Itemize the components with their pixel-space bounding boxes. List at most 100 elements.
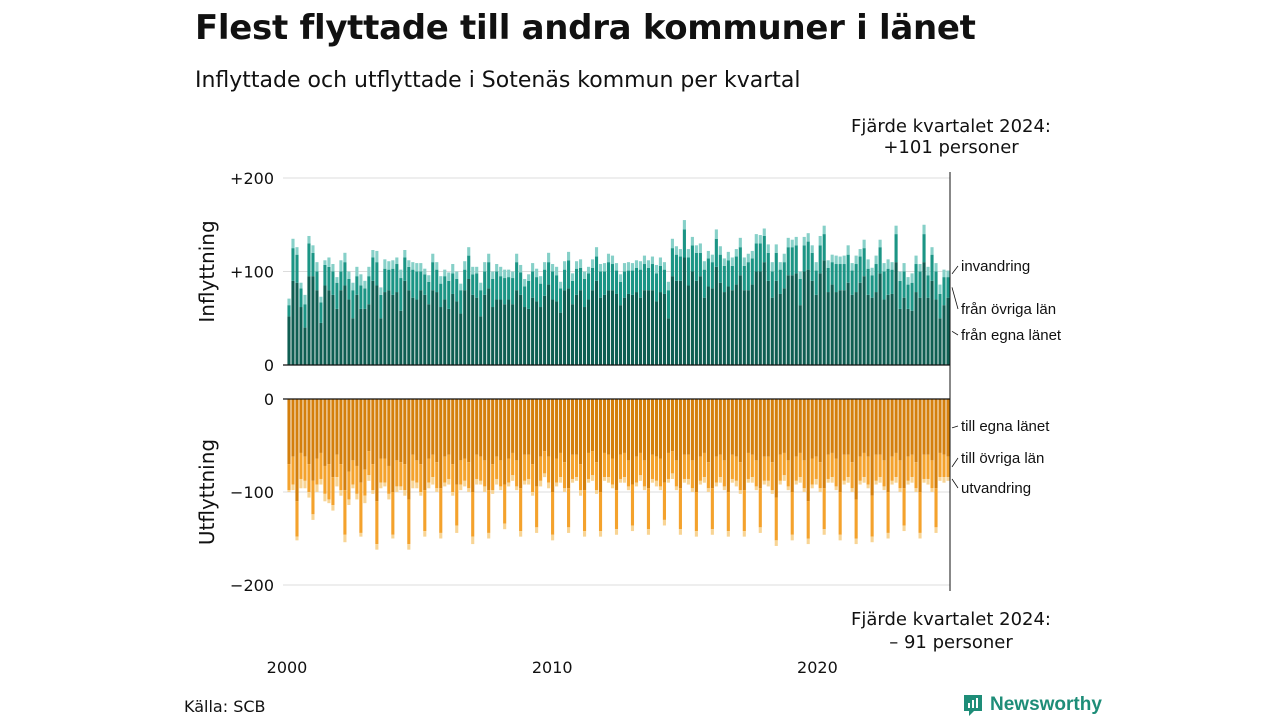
bar-out-2: [914, 488, 918, 492]
bar-out-1: [778, 454, 782, 481]
bar-out-0: [535, 399, 539, 487]
bar-out-1: [435, 462, 439, 489]
bar-in-0: [319, 322, 323, 365]
bar-out-0: [642, 399, 647, 461]
bar-in-1: [427, 281, 431, 305]
bar-in-1: [802, 245, 806, 272]
bar-out-1: [846, 454, 850, 478]
series-label-in-2: invandring: [961, 258, 1030, 275]
bar-in-2: [914, 255, 918, 265]
bar-in-1: [902, 271, 906, 298]
bar-in-2: [734, 249, 738, 257]
bar-in-0: [483, 294, 487, 365]
bar-in-1: [898, 280, 902, 309]
x-tick-label: 2020: [797, 658, 838, 677]
bar-out-2: [930, 488, 934, 492]
bar-out-1: [339, 464, 343, 491]
bar-in-0: [894, 262, 898, 365]
bar-in-2: [858, 249, 862, 257]
bar-in-0: [598, 297, 603, 365]
bar-in-2: [375, 250, 379, 263]
bar-out-2: [455, 525, 459, 533]
bar-out-2: [726, 531, 730, 537]
bar-out-0: [359, 399, 363, 483]
bar-out-0: [646, 399, 651, 489]
bar-in-0: [547, 284, 551, 365]
bar-in-1: [415, 271, 419, 300]
bar-in-0: [722, 292, 726, 365]
bar-in-2: [674, 246, 678, 255]
bar-out-1: [395, 460, 399, 487]
bar-in-1: [439, 283, 443, 308]
bar-in-1: [527, 280, 531, 309]
bar-in-1: [918, 271, 922, 298]
bar-out-0: [658, 399, 662, 459]
bar-out-2: [395, 486, 399, 492]
bar-in-1: [495, 271, 499, 300]
bar-out-1: [295, 501, 299, 537]
bar-in-2: [934, 263, 938, 272]
bar-in-1: [722, 265, 726, 293]
bar-out-2: [531, 492, 535, 496]
bar-in-1: [770, 271, 774, 298]
bar-in-2: [479, 282, 483, 291]
bar-in-0: [359, 308, 363, 365]
bar-out-0: [419, 399, 423, 465]
bar-out-0: [674, 399, 678, 461]
bar-in-2: [834, 255, 838, 265]
bar-in-2: [658, 257, 662, 266]
bar-out-1: [802, 460, 806, 489]
bar-in-0: [559, 312, 563, 365]
bar-out-2: [866, 484, 870, 489]
bar-out-2: [291, 484, 295, 491]
bar-in-0: [718, 282, 722, 365]
bar-out-1: [327, 464, 331, 500]
bar-in-2: [634, 260, 639, 268]
bar-out-0: [395, 399, 399, 461]
bar-out-0: [746, 399, 750, 453]
bar-out-2: [646, 529, 651, 535]
bar-out-1: [379, 458, 383, 483]
bar-in-2: [746, 253, 750, 263]
bar-out-2: [778, 480, 782, 485]
axes: [283, 172, 959, 591]
bar-out-1: [559, 452, 563, 478]
bar-out-1: [922, 454, 926, 479]
bar-out-1: [363, 469, 367, 496]
bar-out-2: [662, 519, 666, 526]
newsworthy-logo[interactable]: Newsworthy: [962, 693, 1102, 717]
bar-out-0: [367, 399, 371, 452]
bar-in-2: [331, 264, 335, 272]
bar-in-2: [902, 263, 906, 272]
bar-out-1: [347, 471, 351, 500]
bar-out-2: [842, 480, 846, 485]
bar-out-2: [555, 482, 559, 487]
bar-in-0: [854, 292, 858, 365]
bar-in-1: [946, 277, 950, 298]
bar-out-2: [654, 480, 659, 487]
bar-out-2: [890, 480, 894, 485]
bar-out-1: [411, 454, 415, 481]
bar-out-1: [870, 495, 874, 537]
bar-in-0: [543, 295, 547, 365]
bar-out-0: [511, 399, 515, 453]
bar-in-0: [638, 297, 643, 365]
bar-in-1: [782, 262, 786, 289]
bar-out-0: [567, 399, 571, 489]
bar-out-0: [495, 399, 499, 457]
bar-in-2: [802, 236, 806, 246]
bar-out-0: [810, 399, 814, 459]
bar-out-1: [590, 451, 595, 476]
y-axis-title-out: Utflyttning: [195, 439, 219, 545]
bar-in-0: [730, 290, 734, 365]
bar-out-0: [563, 399, 567, 463]
bar-in-2: [443, 269, 447, 277]
bar-in-2: [475, 266, 479, 274]
bar-out-0: [423, 399, 427, 491]
bar-in-1: [618, 281, 623, 306]
bar-out-1: [387, 465, 391, 494]
bar-out-0: [622, 399, 627, 453]
bar-in-2: [487, 253, 491, 263]
bar-in-0: [563, 290, 567, 365]
bar-out-1: [810, 458, 814, 485]
